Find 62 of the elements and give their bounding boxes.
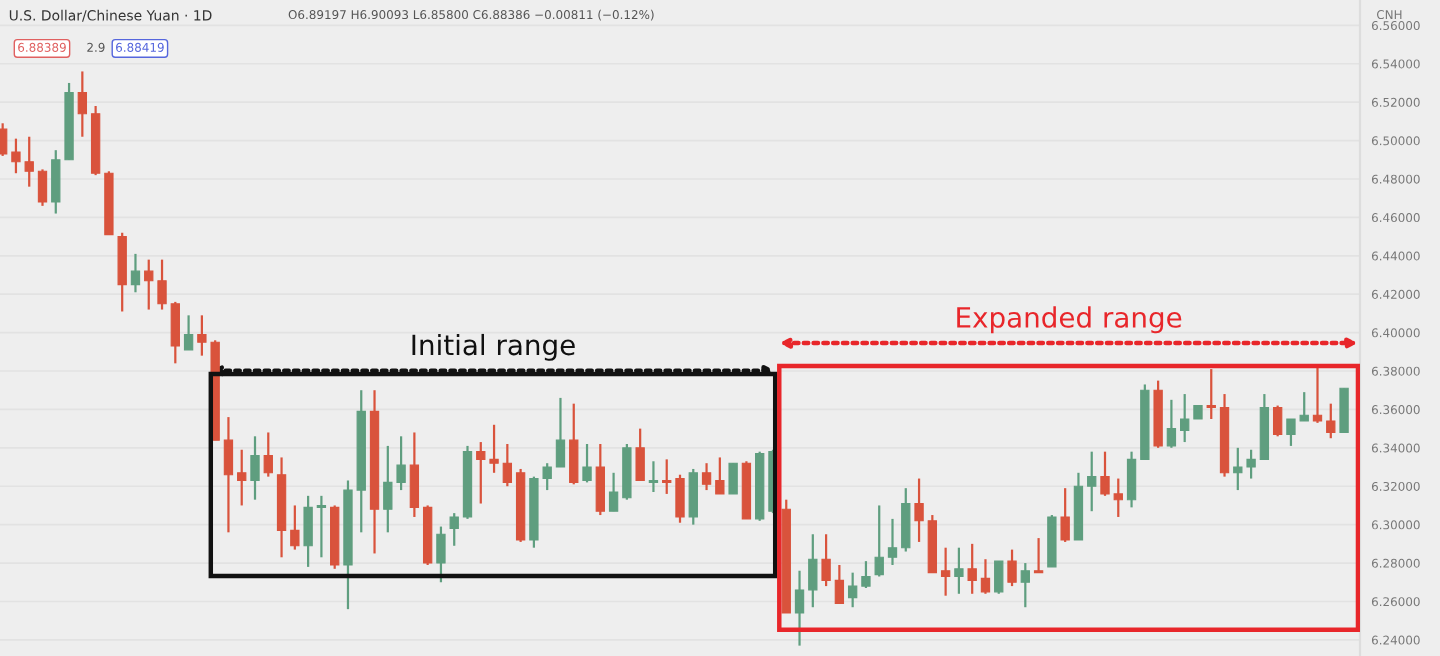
candlestick <box>1180 392 1190 444</box>
candlestick <box>675 473 685 524</box>
annotation: Expanded range <box>957 306 1182 334</box>
candlestick <box>0 122 8 158</box>
candlestick <box>183 314 194 351</box>
candlestick <box>130 252 141 294</box>
candlestick <box>1326 402 1336 440</box>
candlestick <box>648 460 659 494</box>
candlestick <box>688 467 698 526</box>
candlestick <box>1007 548 1017 588</box>
candlestick <box>914 477 924 544</box>
candlestick <box>1166 398 1177 449</box>
candlestick <box>409 431 420 519</box>
candlestick <box>223 416 234 534</box>
candlestick <box>808 533 818 609</box>
candlestick <box>715 456 725 496</box>
annotation: Initial range <box>412 333 575 361</box>
candlestick <box>595 442 605 517</box>
candlestick <box>980 558 991 595</box>
candlestick <box>250 435 260 501</box>
candlestick <box>608 471 619 513</box>
candlestick <box>794 569 805 647</box>
candlestick <box>1126 450 1137 509</box>
candlestick <box>1033 536 1044 574</box>
candlestick <box>37 168 48 207</box>
candlestick <box>662 458 672 496</box>
candlestick <box>1060 487 1070 544</box>
candlestick <box>994 560 1004 595</box>
candlestick <box>502 442 513 488</box>
candlestick <box>728 462 738 495</box>
candlestick <box>555 396 566 469</box>
candlestick <box>436 525 446 584</box>
candlestick <box>635 427 645 482</box>
candlestick <box>1113 477 1123 519</box>
candlestick <box>1312 366 1323 424</box>
candlestick <box>967 542 977 595</box>
candlestick <box>954 546 964 595</box>
candlestick <box>1020 561 1030 609</box>
candlestick <box>290 504 300 551</box>
candlestick <box>1087 450 1097 513</box>
candlestick <box>940 546 951 597</box>
candlestick <box>303 494 313 568</box>
candlestick <box>834 563 845 605</box>
candlestick <box>77 70 88 138</box>
candlestick <box>874 504 884 578</box>
candlestick <box>449 512 459 547</box>
candlestick <box>701 462 712 492</box>
candlestick <box>1206 367 1216 421</box>
candlestick <box>901 487 911 553</box>
candlestick <box>170 300 180 365</box>
candlestick <box>1339 387 1349 434</box>
candlestick <box>847 571 858 609</box>
candlestick <box>582 442 592 484</box>
candlestick <box>887 517 898 567</box>
candlestick <box>1100 450 1110 497</box>
candlestick <box>316 494 327 559</box>
candlestick <box>821 533 831 588</box>
candlestick <box>237 448 247 507</box>
candlestick <box>1272 404 1283 438</box>
candlestick <box>569 402 579 486</box>
candlestick <box>263 431 273 478</box>
candlestick <box>861 560 871 590</box>
